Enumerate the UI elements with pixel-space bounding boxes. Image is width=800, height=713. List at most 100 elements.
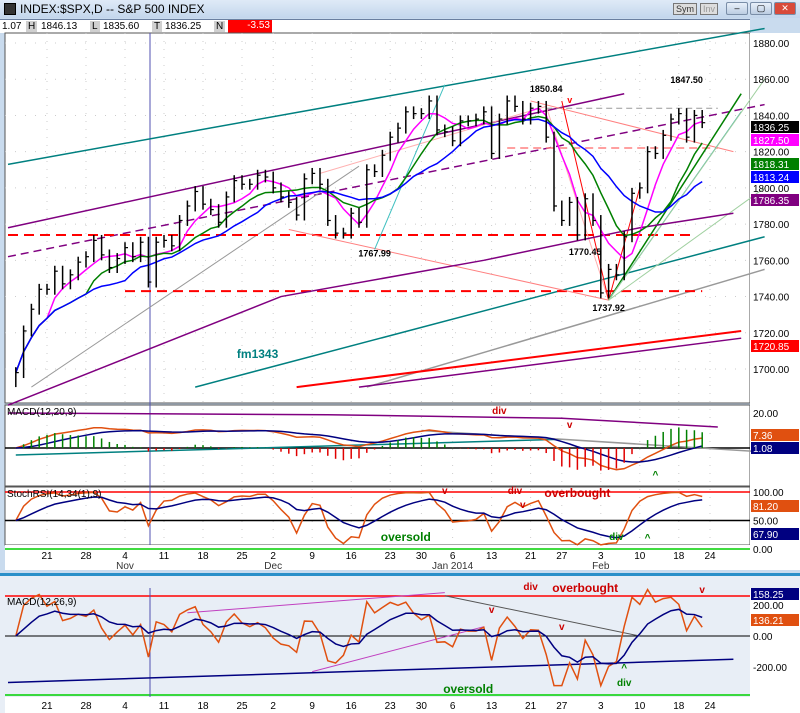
price-tick-label: 1880.00 (753, 39, 790, 50)
trendline (7, 212, 734, 406)
price-annotation: 1737.92 (592, 303, 625, 313)
x-tick-label-2: 24 (704, 701, 716, 712)
value-tag-label: 1813.24 (753, 173, 790, 184)
stoch-tick: 100.00 (753, 488, 784, 499)
x-month-label: Feb (592, 561, 610, 572)
trendline (296, 329, 742, 389)
sym-toggle[interactable]: Sym (673, 3, 697, 15)
x-tick-label: 21 (41, 551, 53, 562)
value-tag (751, 500, 799, 512)
macd2-trendline (187, 592, 445, 614)
macd-title: MACD(12,20,9) (7, 407, 76, 418)
value-tag-label: 1836.25 (753, 123, 790, 134)
macd2-note: oversold (443, 682, 493, 696)
macd2-note: v (559, 622, 565, 633)
trendline (607, 93, 742, 301)
trendline (288, 229, 609, 301)
maximize-button[interactable]: ▢ (750, 2, 772, 15)
value-tag (751, 134, 799, 146)
second-window (0, 576, 800, 713)
x-tick-label-2: 9 (309, 701, 315, 712)
trendline (374, 84, 446, 250)
value-tag-label: 1827.50 (753, 136, 790, 147)
volume-value: 1.07 (2, 21, 22, 32)
value-tag-label: 1.08 (753, 444, 773, 455)
x-month-label: Dec (264, 561, 282, 572)
value-tag (751, 171, 799, 183)
trendline (530, 100, 734, 153)
x-tick-label: 10 (634, 551, 646, 562)
panel-0 (4, 32, 751, 404)
macd2-line (15, 587, 703, 689)
macd2-tick: 0.00 (753, 632, 773, 643)
inv-toggle[interactable]: Inv (700, 3, 719, 15)
x-tick-label-2: 18 (673, 701, 685, 712)
low-label: L (90, 21, 100, 32)
value-tag (751, 194, 799, 206)
x-tick-label-2: 13 (486, 701, 498, 712)
value-tag (751, 158, 799, 170)
value-tag-label: 1720.85 (753, 342, 790, 353)
trendline (7, 103, 765, 258)
price-tick-label: 1800.00 (753, 184, 790, 195)
x-tick-label-2: 21 (525, 701, 537, 712)
macd2-title: MACD(12,26,9) (7, 597, 76, 608)
value-tag-label: 81.20 (753, 502, 778, 513)
stoch-tick: 0.00 (753, 545, 773, 556)
macd2-note: v (699, 585, 705, 596)
change-value: -3.53 (228, 20, 272, 33)
macd-note: ^ (652, 470, 658, 481)
axis-bg-2 (750, 588, 800, 713)
app-icon (4, 3, 16, 15)
macd-note: div (492, 406, 507, 417)
stochrsi-signal-line (15, 496, 703, 539)
price-tick-label: 1720.00 (753, 329, 790, 340)
macd2-note: ^ (621, 663, 627, 674)
trendline (319, 105, 547, 174)
macd-line (15, 426, 703, 471)
value-tag-label: 1786.35 (753, 196, 790, 207)
value-tag (751, 121, 799, 133)
macd2-trendline (312, 626, 484, 673)
x-tick-label: 25 (236, 551, 248, 562)
price-annotation: fm1343 (237, 347, 279, 361)
stochrsi-note: oversold (381, 530, 431, 544)
x-tick-label: 28 (80, 551, 92, 562)
x-tick-label: 6 (450, 551, 456, 562)
price-tick-label: 1760.00 (753, 256, 790, 267)
trendline (7, 92, 625, 229)
high-value: 1846.13 (41, 21, 78, 32)
macd2-note: v (489, 605, 495, 616)
x-tick-label: 24 (704, 551, 716, 562)
window-divider (0, 573, 800, 576)
macd2-signal-line (15, 608, 703, 665)
stochrsi-note: v (520, 500, 526, 511)
x-tick-label-2: 18 (197, 701, 209, 712)
last-value: 1836.25 (165, 21, 202, 32)
ma-slow (15, 118, 703, 373)
minimize-button[interactable]: – (726, 2, 748, 15)
stochrsi-note: div (609, 532, 624, 543)
close-button[interactable]: ✕ (774, 2, 796, 15)
value-tag (751, 528, 799, 540)
value-tag-label: 136.21 (753, 616, 784, 627)
stochrsi-note: ^ (645, 533, 651, 544)
x-tick-label-2: 21 (41, 701, 53, 712)
value-tag (751, 614, 799, 626)
x-tick-label: 9 (309, 551, 315, 562)
stochrsi-note: v (442, 486, 448, 497)
macd2-note: overbought (552, 581, 618, 595)
stoch-tick: 50.00 (753, 517, 778, 528)
price-tick-label: 1740.00 (753, 293, 790, 304)
price-annotation: 1850.84 (530, 84, 563, 94)
change-label: N (214, 21, 226, 32)
macd2-trendline (444, 595, 640, 637)
x-tick-label-2: 11 (159, 701, 170, 712)
price-tick-label: 1860.00 (753, 75, 790, 86)
x-tick-label-2: 27 (556, 701, 568, 712)
value-tag-label: 7.36 (753, 431, 773, 442)
x-tick-label-2: 3 (598, 701, 604, 712)
x-tick-label: 11 (159, 551, 170, 562)
x-tick-label-2: 6 (450, 701, 456, 712)
